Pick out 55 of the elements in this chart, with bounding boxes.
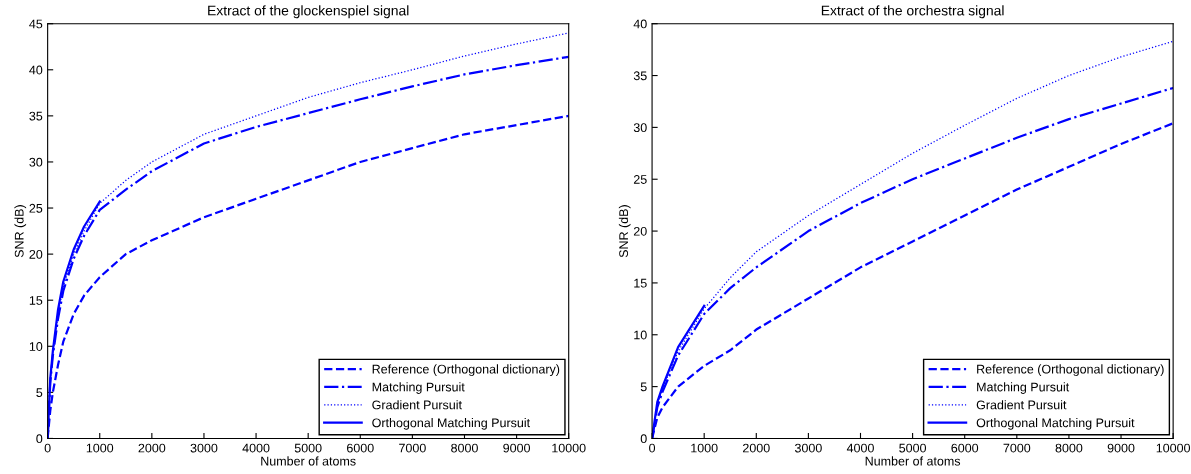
x-tick-label: 3000 bbox=[190, 443, 218, 453]
x-tick-label: 5000 bbox=[294, 443, 322, 453]
y-tick-label: 20 bbox=[633, 226, 647, 236]
legend-label: Orthogonal Matching Pursuit bbox=[976, 418, 1135, 430]
x-tick-label: 5000 bbox=[899, 443, 927, 453]
x-tick-label: 10000 bbox=[1156, 443, 1191, 453]
x-tick-label: 7000 bbox=[1003, 443, 1031, 453]
y-tick-label: 40 bbox=[633, 19, 647, 29]
y-axis-title: SNR (dB) bbox=[14, 205, 27, 258]
y-axis-title: SNR (dB) bbox=[618, 205, 631, 258]
x-tick-label: 10000 bbox=[552, 443, 586, 453]
x-tick-label: 8000 bbox=[1055, 443, 1083, 453]
x-tick-label: 2000 bbox=[138, 443, 166, 453]
y-tick-label: 15 bbox=[29, 296, 43, 305]
x-axis-title: Number of atoms bbox=[261, 456, 356, 466]
y-tick-label: 30 bbox=[633, 123, 647, 133]
y-tick-label: 10 bbox=[634, 330, 647, 340]
x-tick-label: 9000 bbox=[1107, 443, 1135, 453]
y-tick-label: 25 bbox=[29, 203, 43, 213]
legend-label: Reference (Orthogonal dictionary) bbox=[372, 364, 560, 376]
chart-title: Extract of the glockenspiel signal bbox=[208, 5, 409, 19]
x-tick-label: 9000 bbox=[503, 443, 531, 453]
x-tick-label: 7000 bbox=[399, 443, 426, 453]
x-tick-label: 1000 bbox=[691, 443, 718, 453]
x-tick-label: 4000 bbox=[242, 443, 270, 453]
x-tick-label: 6000 bbox=[951, 443, 979, 453]
x-tick-label: 4000 bbox=[846, 443, 874, 453]
y-tick-label: 10 bbox=[29, 342, 43, 351]
legend-label: Gradient Pursuit bbox=[372, 400, 462, 410]
y-tick-label: 5 bbox=[640, 382, 647, 392]
y-tick-label: 0 bbox=[640, 434, 647, 444]
legend-label: Reference (Orthogonal dictionary) bbox=[977, 364, 1164, 376]
x-tick-label: 8000 bbox=[451, 443, 478, 453]
y-tick-label: 5 bbox=[36, 388, 43, 398]
y-tick-label: 0 bbox=[36, 434, 43, 444]
y-tick-label: 25 bbox=[633, 175, 647, 184]
legend-label: Matching Pursuit bbox=[977, 382, 1070, 394]
y-tick-label: 40 bbox=[29, 65, 43, 75]
y-tick-label: 20 bbox=[29, 249, 43, 259]
x-tick-label: 0 bbox=[44, 443, 51, 453]
x-tick-label: 0 bbox=[649, 443, 656, 453]
x-tick-label: 2000 bbox=[743, 443, 770, 453]
legend-label: Gradient Pursuit bbox=[976, 400, 1067, 410]
x-tick-label: 3000 bbox=[794, 443, 822, 453]
legend-label: Orthogonal Matching Pursuit bbox=[372, 418, 530, 430]
y-tick-label: 30 bbox=[29, 157, 43, 167]
y-tick-label: 35 bbox=[633, 71, 647, 81]
y-tick-label: 35 bbox=[29, 111, 43, 121]
x-tick-label: 6000 bbox=[347, 443, 374, 453]
x-tick-label: 1000 bbox=[86, 443, 114, 453]
y-tick-label: 15 bbox=[634, 278, 647, 288]
chart-title: Extract of the orchestra signal bbox=[821, 5, 1004, 19]
x-axis-title: Number of atoms bbox=[865, 456, 961, 466]
y-tick-label: 45 bbox=[29, 19, 43, 29]
legend-label: Matching Pursuit bbox=[372, 382, 465, 394]
